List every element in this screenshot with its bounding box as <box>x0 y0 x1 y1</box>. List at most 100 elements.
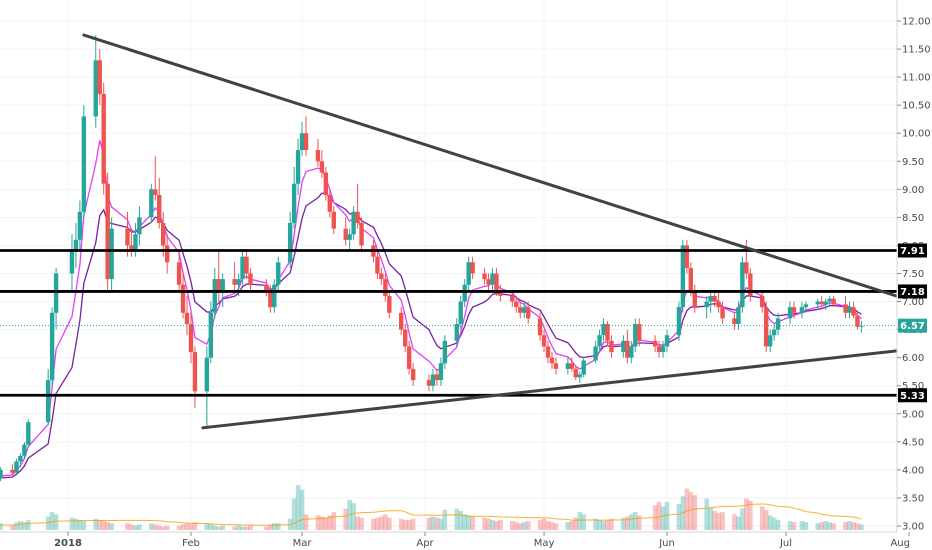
candle[interactable] <box>803 301 809 313</box>
candle[interactable] <box>545 340 551 364</box>
candle[interactable] <box>77 200 83 252</box>
candle[interactable] <box>712 290 717 308</box>
candle[interactable] <box>827 295 832 308</box>
candle[interactable] <box>510 290 515 308</box>
candle[interactable] <box>81 105 87 218</box>
candle[interactable] <box>525 301 531 324</box>
candle[interactable] <box>149 183 154 223</box>
candle[interactable] <box>351 206 356 240</box>
candle[interactable] <box>97 49 102 106</box>
candle[interactable] <box>73 223 79 268</box>
candle[interactable] <box>276 256 281 291</box>
candle[interactable] <box>787 301 793 324</box>
candle[interactable] <box>212 267 217 319</box>
candle[interactable] <box>69 234 75 291</box>
candle[interactable] <box>22 441 27 459</box>
candle[interactable] <box>402 324 408 353</box>
candle[interactable] <box>331 206 336 235</box>
candle[interactable] <box>514 295 519 313</box>
candle[interactable] <box>716 290 721 313</box>
candle[interactable] <box>855 312 860 330</box>
candle[interactable] <box>518 301 523 319</box>
candle[interactable] <box>847 301 852 319</box>
candle[interactable] <box>815 298 820 310</box>
candle[interactable] <box>851 301 856 319</box>
candle[interactable] <box>537 312 543 341</box>
candle[interactable] <box>291 166 297 229</box>
candle[interactable] <box>295 138 301 195</box>
candle[interactable] <box>581 357 586 378</box>
candle[interactable] <box>319 150 325 179</box>
candle[interactable] <box>466 256 471 291</box>
candle[interactable] <box>184 295 190 336</box>
candle[interactable] <box>660 340 666 358</box>
candle[interactable] <box>597 329 602 353</box>
candle[interactable] <box>760 290 765 313</box>
candle[interactable] <box>767 329 773 353</box>
candle[interactable] <box>26 419 31 448</box>
candle[interactable] <box>819 295 824 308</box>
candle[interactable] <box>327 189 333 218</box>
candle[interactable] <box>486 273 491 291</box>
candle[interactable] <box>303 116 309 156</box>
candle[interactable] <box>498 284 503 302</box>
candle[interactable] <box>101 82 106 195</box>
candle[interactable] <box>652 335 658 353</box>
candle[interactable] <box>45 368 51 425</box>
candle[interactable] <box>383 273 388 302</box>
candle[interactable] <box>462 279 467 308</box>
candle[interactable] <box>664 329 670 353</box>
candle[interactable] <box>625 329 630 364</box>
trendline-lower[interactable] <box>201 348 903 430</box>
candle[interactable] <box>93 35 98 128</box>
candle[interactable] <box>343 217 348 246</box>
candle[interactable] <box>176 251 182 291</box>
time-axis[interactable] <box>0 532 932 550</box>
candle[interactable] <box>736 301 741 330</box>
candle[interactable] <box>605 321 610 347</box>
candle[interactable] <box>609 335 614 358</box>
candle[interactable] <box>549 352 555 369</box>
candle[interactable] <box>399 307 404 336</box>
candle[interactable] <box>684 239 690 274</box>
candle[interactable] <box>708 290 713 313</box>
candle[interactable] <box>49 307 55 386</box>
candle[interactable] <box>775 312 781 336</box>
candle[interactable] <box>287 211 293 268</box>
candle[interactable] <box>656 340 662 358</box>
candle[interactable] <box>680 239 686 313</box>
candle[interactable] <box>633 318 638 353</box>
candle[interactable] <box>216 251 221 302</box>
candle[interactable] <box>53 267 59 330</box>
candle[interactable] <box>157 178 162 229</box>
candle[interactable] <box>272 279 277 313</box>
candle[interactable] <box>771 324 777 341</box>
candle[interactable] <box>355 183 360 229</box>
candle[interactable] <box>387 290 392 319</box>
candle[interactable] <box>593 340 598 364</box>
candle[interactable] <box>565 357 571 375</box>
candle[interactable] <box>105 172 110 291</box>
candle[interactable] <box>153 155 158 201</box>
candle[interactable] <box>164 234 170 274</box>
candle[interactable] <box>629 340 634 364</box>
candle[interactable] <box>188 312 194 364</box>
candle[interactable] <box>704 295 709 319</box>
price-axis[interactable] <box>897 0 932 550</box>
candle[interactable] <box>18 453 23 468</box>
candle[interactable] <box>347 228 352 252</box>
candle[interactable] <box>264 279 269 296</box>
candle[interactable] <box>470 256 475 280</box>
candle[interactable] <box>379 267 384 285</box>
candle[interactable] <box>204 346 210 428</box>
candle[interactable] <box>799 301 805 319</box>
candle[interactable] <box>692 284 697 313</box>
candle[interactable] <box>601 318 606 341</box>
candle[interactable] <box>434 368 440 386</box>
candle[interactable] <box>676 301 682 341</box>
candle[interactable] <box>569 357 575 372</box>
candle[interactable] <box>208 301 214 364</box>
candle[interactable] <box>406 340 412 375</box>
